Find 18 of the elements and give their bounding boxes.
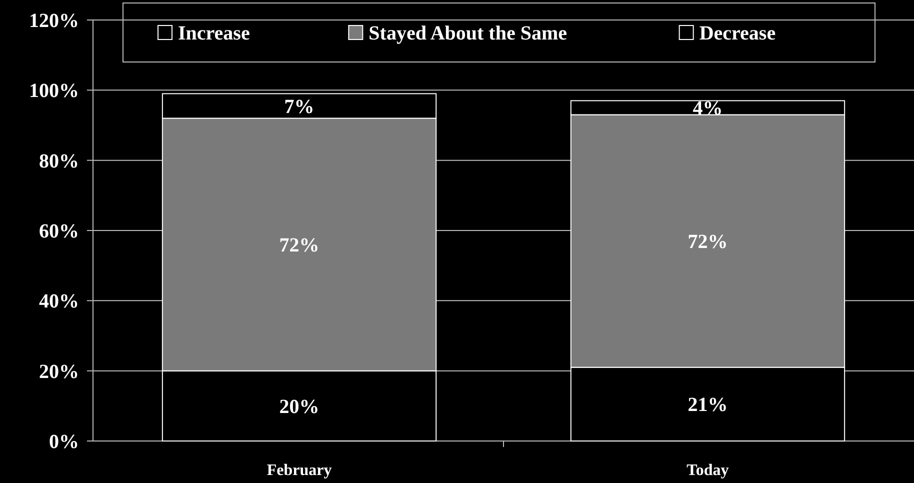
data-label: 72%: [279, 234, 320, 257]
y-tick-label: 80%: [39, 150, 79, 172]
y-tick-label: 120%: [29, 10, 79, 32]
y-tick-label: 40%: [39, 290, 79, 313]
legend-label: Stayed About the Same: [368, 22, 568, 44]
data-label: 21%: [688, 394, 728, 416]
data-label: 72%: [688, 231, 728, 254]
legend-label: Decrease: [699, 22, 776, 44]
y-tick-label: 100%: [29, 80, 79, 102]
x-tick-label: Today: [686, 462, 729, 479]
y-tick-label: 0%: [49, 431, 79, 453]
y-tick-label: 20%: [39, 360, 79, 383]
data-label: 20%: [279, 396, 320, 418]
x-tick-label: February: [266, 462, 332, 479]
data-label: 7%: [284, 96, 314, 118]
legend-label: Increase: [178, 22, 250, 44]
data-label: 4%: [692, 98, 723, 120]
y-tick-label: 60%: [39, 220, 79, 242]
